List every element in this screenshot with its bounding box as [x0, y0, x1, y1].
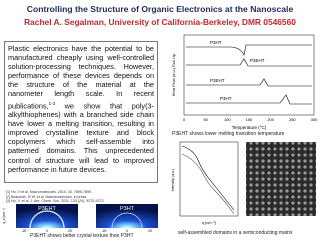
x-tick-label: 0 — [46, 229, 48, 233]
caption: P3EHT shows lower melting transition tem… — [172, 131, 285, 137]
reference: [1] Ho, V et al, Macromolecules, 2010, 4… — [6, 190, 93, 194]
curve-label: P3HT — [210, 40, 222, 45]
x-tick-label: 20 — [148, 229, 152, 233]
curve — [186, 44, 312, 56]
ring — [29, 210, 65, 229]
x-tick-label: 0 — [183, 117, 186, 122]
curve — [181, 153, 235, 215]
curve-label: P3HT — [220, 96, 232, 101]
curve — [186, 94, 312, 105]
x-tick-label: -20 — [102, 229, 107, 233]
x-tick-label: 20 — [68, 229, 72, 233]
curve — [186, 58, 312, 67]
ring — [111, 212, 143, 229]
plot-frame — [183, 34, 315, 116]
paragraph: Plastic electronics have the potential t… — [4, 41, 158, 183]
paragraph-text: Plastic electronics have the potential t… — [8, 44, 154, 110]
saxs-figure: Intensity (a.u.) q (nm⁻¹) — [171, 141, 316, 225]
title: Controlling the Structure of Organic Ele… — [26, 4, 294, 14]
caption: self-assembled domains in a semiconducti… — [178, 230, 293, 236]
x-label: Temperature (°C) — [232, 125, 267, 130]
x-tick-label: 300 — [311, 117, 318, 122]
x-label: q (nm⁻¹) — [202, 221, 217, 225]
x-tick-label: 50 — [203, 117, 208, 122]
y-label: Intensity (a.u.) — [171, 169, 175, 192]
x-tick-label: 200 — [267, 117, 274, 122]
image-label: P3EHT — [38, 206, 56, 212]
references: [1] Ho, V et al, Macromolecules, 2010, 4… — [6, 190, 166, 204]
x-tick-label: 250 — [289, 117, 296, 122]
citation: 1-3 — [48, 100, 56, 106]
curve-label: P3EHT — [250, 58, 265, 63]
y-label: q_z (nm⁻¹) — [2, 208, 6, 223]
reference: [2] Beaudoin, B.W. et al. Macromolecules… — [6, 194, 88, 199]
curve — [181, 145, 235, 211]
x-tick-label: 150 — [246, 117, 253, 122]
subtitle: Rachel A. Segalman, University of Califo… — [24, 17, 296, 27]
curve — [186, 78, 312, 87]
x-tick-label: 100 — [224, 117, 231, 122]
reference: [3] Ho, V. et al, J. Am. Chem. Soc. 2011… — [6, 199, 105, 204]
image — [16, 204, 78, 228]
y-label: Heat Flow (a.u.) Exo Up — [171, 53, 176, 96]
image-label: P3HT — [120, 206, 135, 212]
afm-image — [246, 142, 316, 216]
caption: P3EHT shows better crystal texture than … — [30, 233, 134, 239]
image — [96, 204, 158, 228]
x-tick-label: 0 — [126, 229, 128, 233]
dsc-figure: P3HT P3EHT P3EHT P3HT Heat Flow (a.u.) E… — [171, 34, 318, 130]
giwaxs-figure: P3EHT P3HT q_z (nm⁻¹) -20 0 20 -20 0 20 — [2, 204, 158, 233]
paragraph-text: we show that poly(3-alkylthiophenes) wit… — [8, 100, 154, 174]
x-tick-label: -20 — [22, 229, 27, 233]
curve-label: P3EHT — [210, 78, 225, 83]
